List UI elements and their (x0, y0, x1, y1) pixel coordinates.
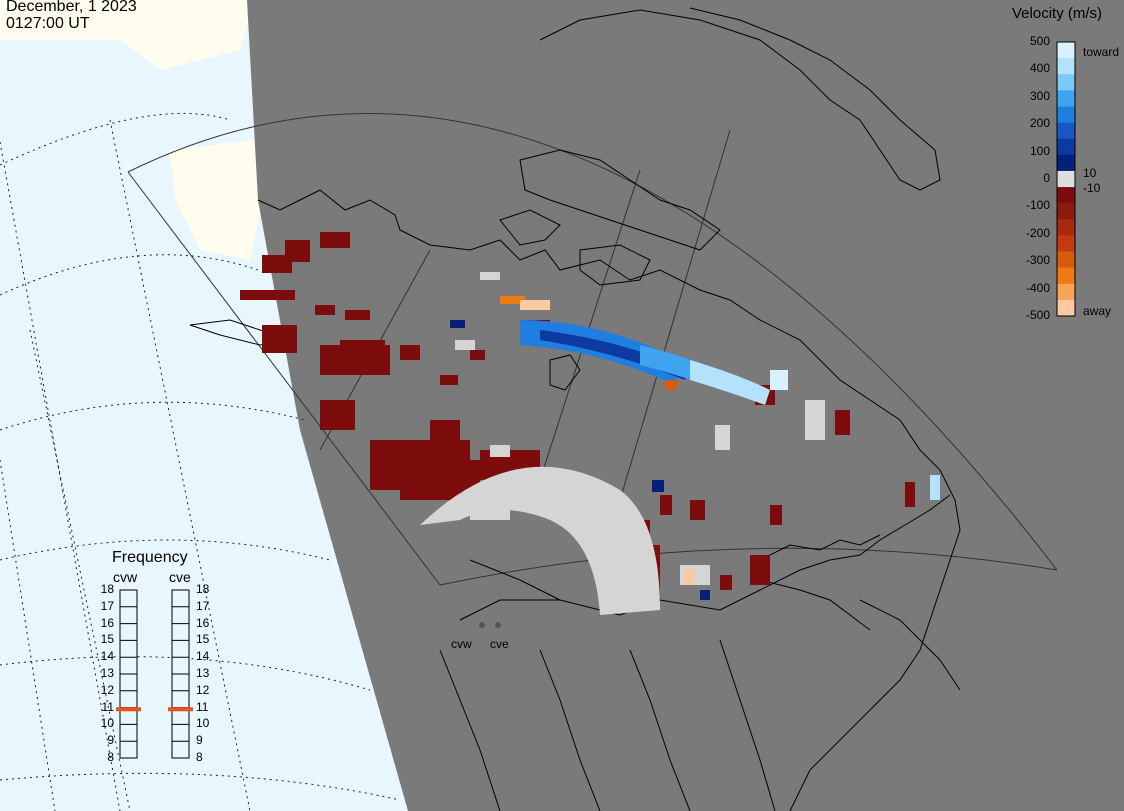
colorbar-segment (1057, 267, 1075, 285)
date-label: December, 1 2023 (6, 0, 137, 15)
ten-label: 10 (1083, 166, 1097, 180)
velocity-tick-label: 300 (1029, 88, 1050, 103)
colorbar-segment (1057, 170, 1075, 188)
frequency-tick-left: 11 (101, 699, 114, 714)
alaska-coast (170, 140, 265, 260)
away-label: away (1083, 304, 1112, 318)
frequency-marker-cve (168, 707, 193, 712)
colorbar-segment (1057, 90, 1075, 107)
frequency-tick-right: 14 (196, 649, 210, 664)
frequency-bars (116, 589, 193, 759)
frequency-tick-left: 8 (107, 750, 114, 764)
velocity-colorbar (1057, 42, 1075, 317)
colorbar-segment (1057, 187, 1075, 204)
echoes-blue (450, 320, 940, 600)
frequency-tick-left: 10 (100, 716, 114, 731)
minus-ten-label: -10 (1083, 181, 1101, 195)
colorbar-segment (1057, 235, 1075, 253)
frequency-tick-left: 12 (100, 682, 114, 697)
frequency-tick-right: 10 (196, 716, 210, 731)
frequency-marker-cvw (116, 707, 141, 712)
frequency-tick-right: 17 (196, 598, 210, 613)
frequency-tick-right: 12 (196, 682, 210, 697)
velocity-tick-label: 100 (1029, 143, 1050, 158)
radar-site-cve (495, 622, 501, 628)
colorbar-frame (1056, 41, 1076, 317)
velocity-tick-label: -300 (1025, 253, 1050, 268)
velocity-tick-label: 400 (1029, 61, 1050, 76)
frequency-tick-left: 13 (100, 666, 114, 680)
velocity-tick-label: 200 (1029, 116, 1050, 131)
frequency-tick-right: 8 (196, 750, 203, 764)
frequency-tick-left: 15 (100, 632, 114, 647)
frequency-tick-right: 11 (196, 699, 209, 714)
colorbar-segment (1057, 42, 1075, 59)
echoes-gray (420, 272, 825, 615)
toward-label: toward (1083, 45, 1120, 59)
fov-outline (127, 113, 1058, 586)
colorbar-segment (1057, 283, 1075, 301)
velocity-tick-label: -500 (1025, 308, 1050, 322)
frequency-tick-right: 9 (196, 733, 203, 748)
colorbar-segment (1057, 251, 1075, 269)
colorbar-segment (1057, 154, 1075, 172)
velocity-legend-title: Velocity (m/s) (1012, 5, 1103, 22)
time-label: 0127:00 UT (6, 15, 90, 32)
radar-site-label-cvw: cvw (451, 637, 472, 651)
colorbar-segment (1057, 138, 1075, 156)
frequency-tick-left: 17 (100, 598, 114, 613)
alaska-sunlit (0, 0, 255, 70)
frequency-tick-left: 9 (107, 733, 114, 748)
frequency-tick-left: 16 (100, 615, 114, 630)
velocity-tick-label: -200 (1025, 225, 1050, 240)
graticule (0, 112, 401, 811)
colorbar-segment (1057, 219, 1075, 236)
frequency-tick-right: 13 (196, 666, 210, 680)
frequency-tick-right: 15 (196, 632, 210, 647)
velocity-tick-label: -400 (1025, 280, 1050, 295)
colorbar-segment (1057, 299, 1075, 317)
frequency-tick-left: 18 (100, 582, 114, 596)
velocity-tick-label: 0 (1043, 171, 1050, 185)
frequency-tick-right: 18 (196, 582, 210, 596)
colorbar-segment (1057, 58, 1075, 75)
colorbar-segment (1057, 106, 1075, 124)
radar-site-cvw (479, 622, 485, 628)
frequency-tick-left: 14 (100, 649, 114, 664)
frequency-title: Frequency (112, 549, 188, 566)
nightside-region (247, 0, 1124, 811)
radar-site-label-cve: cve (490, 637, 509, 651)
frequency-tick-right: 16 (196, 615, 210, 630)
colorbar-segment (1057, 74, 1075, 91)
frequency-radar-label-cvw: cvw (113, 569, 138, 585)
colorbar-segment (1057, 203, 1075, 220)
velocity-tick-label: 500 (1029, 34, 1050, 48)
velocity-tick-label: -100 (1025, 198, 1050, 213)
frequency-radar-label-cve: cve (169, 569, 191, 585)
echoes-orange (500, 296, 694, 585)
colorbar-segment (1057, 122, 1075, 140)
